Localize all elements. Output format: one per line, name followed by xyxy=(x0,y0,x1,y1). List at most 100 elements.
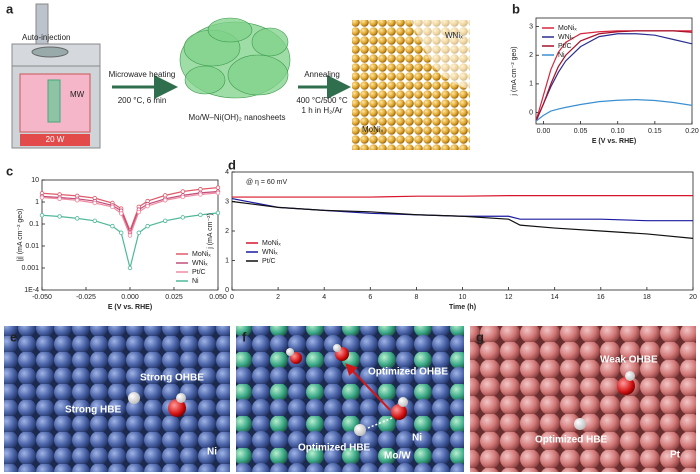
x-tick-label: 20 xyxy=(689,294,697,301)
nanosheets xyxy=(179,17,291,99)
text: Optimized HBE xyxy=(298,443,371,454)
text: MW xyxy=(70,90,85,99)
x-tick-label: 6 xyxy=(368,294,372,301)
legend-label: Pt/C xyxy=(262,258,276,265)
text: Ni xyxy=(207,447,217,458)
power-bar xyxy=(20,134,90,146)
data-point xyxy=(39,213,45,218)
y-tick-label: 3 xyxy=(225,198,229,205)
oxygen xyxy=(168,399,186,417)
legend-label: MoNiₓ xyxy=(262,240,281,247)
data-point xyxy=(145,203,150,209)
oxygen xyxy=(391,404,407,420)
legend-label: Pt/C xyxy=(192,269,206,276)
data-point xyxy=(39,195,45,200)
text: Auto-injection xyxy=(22,33,70,42)
series-line xyxy=(41,190,219,235)
hydrogen xyxy=(625,371,635,381)
x-tick-label: 4 xyxy=(322,294,326,301)
legend-label: MoNiₓ xyxy=(558,25,577,32)
legend-label: Ni xyxy=(192,278,199,285)
legend-label: WNiₓ xyxy=(262,249,278,256)
x-tick-label: 0.10 xyxy=(611,128,625,135)
x-axis-label: Time (h) xyxy=(449,304,476,311)
data-point xyxy=(118,230,124,235)
y-tick-label: 2 xyxy=(225,228,229,235)
text: Mo/W xyxy=(384,451,411,462)
text: 20 W xyxy=(46,135,65,144)
surface xyxy=(4,326,230,472)
data-point xyxy=(198,212,203,218)
y-tick-label: 0.01 xyxy=(25,243,39,250)
x-tick-label: 12 xyxy=(505,294,513,301)
data-point xyxy=(215,190,221,196)
arrow xyxy=(367,417,393,429)
x-axis-label: E (V vs. RHE) xyxy=(592,138,636,145)
data-point xyxy=(198,187,203,192)
text: 1 h in H₂/Ar xyxy=(302,106,343,115)
surface xyxy=(470,326,696,472)
x-tick-label: 10 xyxy=(459,294,467,301)
hydrogen xyxy=(286,348,294,356)
panel-label: a xyxy=(6,1,14,16)
y-tick-label: 0 xyxy=(529,109,533,116)
x-tick-label: 0.15 xyxy=(648,128,662,135)
x-tick-label: 0.20 xyxy=(685,128,699,135)
y-tick-label: 0.1 xyxy=(29,221,39,228)
data-point xyxy=(57,196,62,201)
x-tick-label: 18 xyxy=(643,294,651,301)
hydrogen xyxy=(333,344,341,352)
data-point xyxy=(180,215,185,220)
text: 400 °C/500 °C xyxy=(296,96,348,105)
data-point xyxy=(110,223,115,229)
y-tick-label: 0 xyxy=(225,287,229,294)
vial xyxy=(47,79,61,123)
x-tick-label: 8 xyxy=(414,294,418,301)
y-tick-label: 1 xyxy=(35,199,39,206)
hydrogen xyxy=(128,392,140,404)
data-point xyxy=(136,230,141,235)
y-tick-label: 1 xyxy=(225,257,229,264)
text: Pt xyxy=(670,450,681,461)
panel-label: e xyxy=(10,329,17,344)
hydrogen xyxy=(176,393,186,403)
plot-frame xyxy=(231,171,694,291)
x-tick-label: 0.025 xyxy=(165,294,183,301)
y-tick-label: 1E-4 xyxy=(24,287,39,294)
x-tick-label: 0.05 xyxy=(574,128,588,135)
panel-label: b xyxy=(512,1,520,16)
x-axis-label: E (V vs. RHE) xyxy=(108,304,152,311)
series-line xyxy=(535,30,693,122)
model-e: e Strong OHBE Strong HBE Ni xyxy=(4,326,230,472)
legend-label: Ni xyxy=(558,52,565,59)
data-point xyxy=(136,209,141,215)
data-point xyxy=(162,218,168,223)
series-line xyxy=(535,33,693,122)
text: Strong OHBE xyxy=(140,373,204,384)
data-point xyxy=(162,198,168,203)
data-point xyxy=(215,210,221,216)
x-tick-label: 16 xyxy=(597,294,605,301)
series-line xyxy=(535,99,693,122)
y-axis-label: |j| (mA cm⁻² geo) xyxy=(17,209,24,262)
x-tick-label: 0.050 xyxy=(209,294,227,301)
y-tick-label: 3 xyxy=(529,23,533,30)
series-line xyxy=(231,197,693,222)
text: Mo/W–Ni(OH)₂ nanosheets xyxy=(189,113,286,122)
y-tick-label: 4 xyxy=(225,169,229,176)
hydrogen xyxy=(398,397,408,407)
y-tick-label: 2 xyxy=(529,52,533,59)
text: Weak OHBE xyxy=(600,355,658,366)
data-point xyxy=(215,185,221,190)
x-tick-label: -0.050 xyxy=(32,294,52,301)
text: Annealing xyxy=(304,70,340,79)
text: Optimized OHBE xyxy=(368,367,448,378)
surface xyxy=(236,326,464,472)
panel-label: d xyxy=(228,157,236,172)
y-axis-label: j (mA cm⁻² geo) xyxy=(511,46,518,96)
legend-label: WNiₓ xyxy=(192,260,208,267)
data-point xyxy=(110,204,115,210)
oxygen xyxy=(617,377,635,395)
y-tick-label: 10 xyxy=(31,177,39,184)
